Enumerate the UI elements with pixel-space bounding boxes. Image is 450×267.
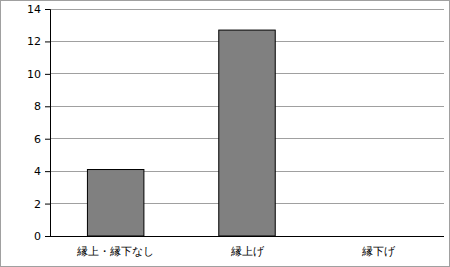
chart-root: 0 2 4 6 8 10 12 14 縁上・縁下なし 縁上げ 縁下げ bbox=[0, 0, 450, 267]
y-tick-label: 0 bbox=[34, 230, 41, 243]
x-axis-line bbox=[50, 236, 444, 237]
y-tick-label: 2 bbox=[34, 198, 41, 211]
y-tick-label: 10 bbox=[27, 68, 41, 81]
y-tick-mark bbox=[45, 204, 50, 205]
y-axis: 0 2 4 6 8 10 12 14 bbox=[27, 3, 51, 243]
bars bbox=[87, 30, 275, 236]
bar bbox=[87, 170, 143, 236]
y-tick-label: 14 bbox=[27, 3, 41, 16]
y-tick: 2 bbox=[34, 198, 50, 211]
y-tick-mark bbox=[45, 9, 50, 10]
y-tick-mark bbox=[45, 74, 50, 75]
bar bbox=[350, 236, 406, 237]
y-tick: 14 bbox=[27, 3, 50, 16]
y-tick-mark bbox=[45, 106, 50, 107]
bar bbox=[219, 30, 275, 236]
y-tick-mark bbox=[45, 171, 50, 172]
y-tick: 0 bbox=[34, 230, 50, 243]
y-tick: 8 bbox=[34, 100, 50, 113]
y-tick-label: 6 bbox=[34, 133, 41, 146]
x-tick-label: 縁上・縁下なし bbox=[76, 245, 154, 258]
y-tick: 6 bbox=[34, 133, 50, 146]
x-tick-label: 縁下げ bbox=[361, 245, 396, 258]
y-tick: 10 bbox=[27, 68, 50, 81]
y-tick-mark bbox=[45, 236, 50, 237]
y-tick-label: 8 bbox=[34, 100, 41, 113]
grid-line bbox=[50, 9, 444, 10]
chart-border bbox=[1, 1, 450, 267]
x-tick: 縁下げ bbox=[361, 245, 396, 258]
y-axis-line bbox=[45, 10, 51, 237]
x-axis: 縁上・縁下なし 縁上げ 縁下げ bbox=[50, 237, 444, 258]
grid bbox=[50, 9, 444, 236]
y-tick-label: 4 bbox=[34, 165, 41, 178]
y-tick-label: 12 bbox=[27, 35, 41, 48]
y-tick-mark bbox=[45, 139, 50, 140]
y-tick-mark bbox=[45, 41, 50, 42]
x-tick-label: 縁上げ bbox=[230, 245, 265, 258]
x-tick: 縁上・縁下なし bbox=[76, 245, 154, 258]
y-tick: 12 bbox=[27, 35, 50, 48]
y-tick: 4 bbox=[34, 165, 50, 178]
x-tick: 縁上げ bbox=[230, 245, 265, 258]
